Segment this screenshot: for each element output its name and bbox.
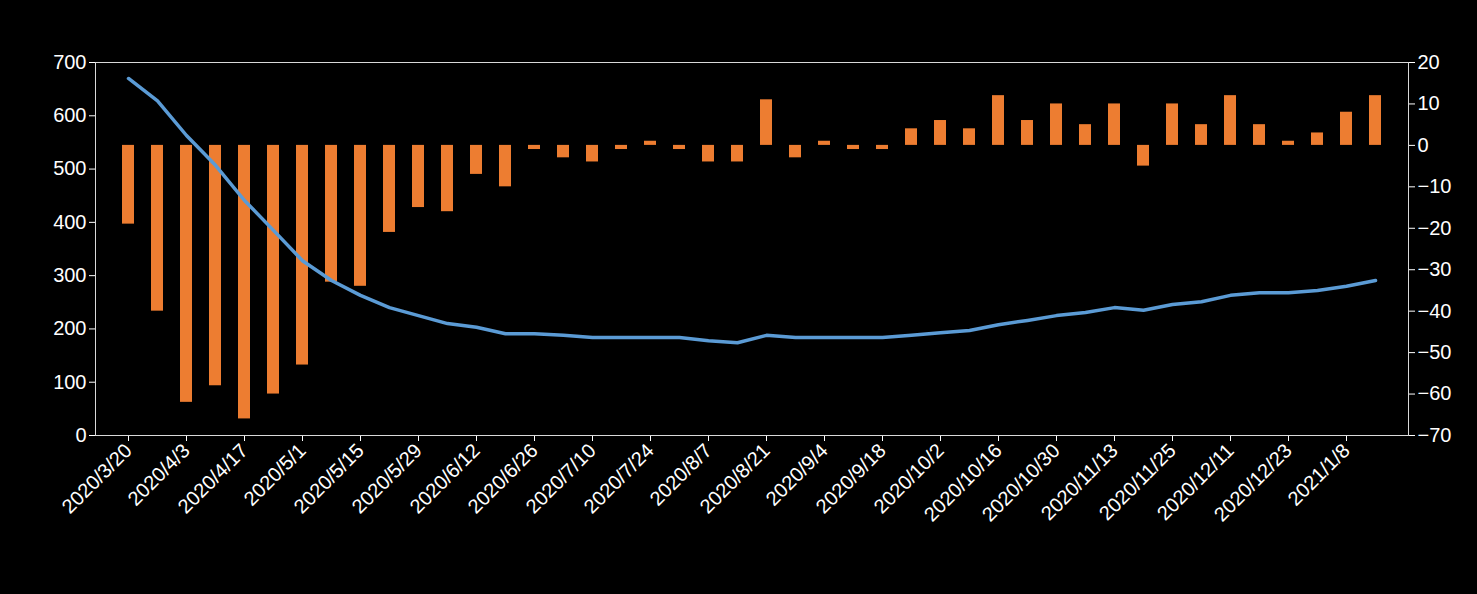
svg-text:10: 10 xyxy=(1418,92,1440,114)
svg-text:2021/1/8: 2021/1/8 xyxy=(1283,439,1354,510)
svg-text:−60: −60 xyxy=(1418,382,1452,404)
svg-text:0: 0 xyxy=(75,424,86,446)
svg-text:2020/6/12: 2020/6/12 xyxy=(405,439,484,518)
svg-text:2020/4/3: 2020/4/3 xyxy=(123,439,194,510)
svg-text:2020/11/25: 2020/11/25 xyxy=(1094,439,1180,525)
svg-text:2020/6/26: 2020/6/26 xyxy=(463,439,542,518)
svg-text:700: 700 xyxy=(53,51,86,73)
svg-text:−70: −70 xyxy=(1418,424,1452,446)
svg-text:2020/4/17: 2020/4/17 xyxy=(173,439,251,517)
svg-text:2020/5/15: 2020/5/15 xyxy=(289,439,368,518)
svg-text:2020/10/30: 2020/10/30 xyxy=(977,439,1064,526)
svg-text:2020/10/16: 2020/10/16 xyxy=(919,439,1006,526)
svg-text:2020/12/23: 2020/12/23 xyxy=(1210,439,1296,525)
svg-text:−20: −20 xyxy=(1418,217,1452,239)
svg-text:2020/9/18: 2020/9/18 xyxy=(811,439,890,518)
svg-text:600: 600 xyxy=(53,104,86,126)
svg-text:2020/8/7: 2020/8/7 xyxy=(645,439,716,510)
svg-text:2020/12/11: 2020/12/11 xyxy=(1152,439,1238,525)
svg-text:200: 200 xyxy=(53,317,86,339)
svg-text:2020/5/29: 2020/5/29 xyxy=(347,439,426,518)
svg-text:20: 20 xyxy=(1418,51,1440,73)
svg-text:2020/7/24: 2020/7/24 xyxy=(579,439,657,517)
svg-text:300: 300 xyxy=(53,264,86,286)
svg-text:2020/8/21: 2020/8/21 xyxy=(695,439,773,517)
svg-text:500: 500 xyxy=(53,157,86,179)
svg-text:400: 400 xyxy=(53,211,86,233)
svg-text:2020/7/10: 2020/7/10 xyxy=(521,439,600,518)
svg-text:−40: −40 xyxy=(1418,300,1452,322)
svg-text:−30: −30 xyxy=(1418,258,1452,280)
svg-text:2020/3/20: 2020/3/20 xyxy=(57,439,135,517)
svg-text:100: 100 xyxy=(53,371,86,393)
svg-text:−50: −50 xyxy=(1418,341,1452,363)
svg-text:2020/10/2: 2020/10/2 xyxy=(869,439,948,518)
svg-text:2020/9/4: 2020/9/4 xyxy=(761,439,832,510)
svg-text:−10: −10 xyxy=(1418,175,1452,197)
svg-text:2020/5/1: 2020/5/1 xyxy=(239,439,310,510)
svg-text:2020/11/13: 2020/11/13 xyxy=(1036,439,1122,525)
svg-text:0: 0 xyxy=(1418,134,1429,156)
